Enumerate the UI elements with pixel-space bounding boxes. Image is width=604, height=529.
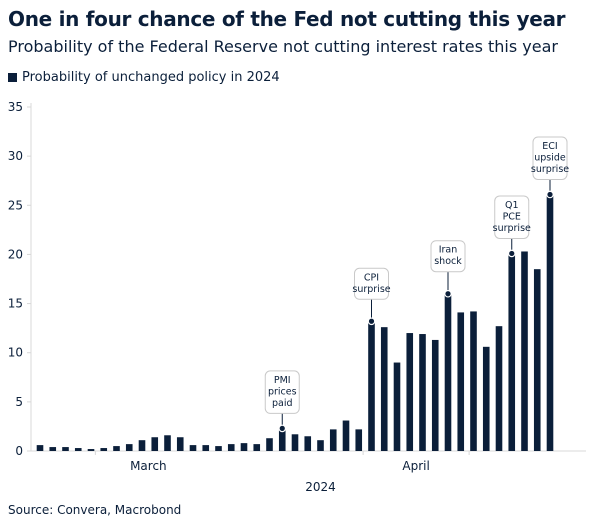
- bar: [482, 346, 490, 451]
- bar: [278, 428, 286, 451]
- annotation-text: surprise: [352, 284, 390, 295]
- bar: [342, 420, 350, 451]
- annotation-text: CPI: [364, 272, 379, 283]
- bar: [457, 312, 465, 451]
- y-tick-label: 35: [8, 100, 23, 114]
- bar: [74, 448, 82, 451]
- bar: [355, 429, 363, 451]
- legend-label: Probability of unchanged policy in 2024: [22, 70, 280, 85]
- annotation-box: [430, 240, 466, 273]
- annotation-marker: [507, 249, 516, 258]
- bar: [100, 448, 108, 451]
- annotation-text: surprise: [531, 164, 569, 175]
- bar: [291, 434, 299, 451]
- annotation-text: PMI: [274, 375, 291, 386]
- bar: [393, 362, 401, 451]
- x-axis-label: 2024: [305, 480, 336, 494]
- annotation-box: [354, 267, 389, 300]
- bar: [87, 449, 95, 451]
- bar: [521, 251, 528, 451]
- bar: [368, 321, 375, 451]
- bar: [240, 443, 248, 451]
- legend: Probability of unchanged policy in 2024: [8, 70, 280, 85]
- bar: [176, 437, 184, 451]
- chart-title: One in four chance of the Fed not cuttin…: [8, 7, 566, 31]
- annotation-box: [532, 136, 568, 180]
- bar: [189, 445, 197, 451]
- bar: [49, 447, 57, 451]
- bar: [546, 194, 554, 451]
- bar: [202, 445, 210, 451]
- bar: [138, 440, 146, 451]
- bar: [215, 446, 222, 451]
- annotation-box: [494, 195, 530, 239]
- annotation-text: Q1: [505, 200, 519, 211]
- bar: [266, 438, 273, 451]
- bar: [304, 436, 312, 451]
- bar: [495, 326, 503, 451]
- annotation-marker: [367, 317, 376, 326]
- bar: [317, 440, 324, 451]
- annotation-marker: [444, 289, 452, 298]
- bar: [151, 437, 159, 451]
- bar: [508, 253, 516, 451]
- chart-subtitle: Probability of the Federal Reserve not c…: [8, 37, 558, 56]
- bar: [62, 447, 69, 451]
- x-tick-label: March: [130, 459, 167, 473]
- annotation-text: Iran: [439, 245, 458, 256]
- bar: [431, 339, 439, 451]
- annotation-text: surprise: [493, 223, 531, 234]
- annotation-text: prices: [268, 386, 297, 397]
- y-tick-label: 25: [8, 198, 23, 212]
- bar: [253, 444, 261, 451]
- bar: [36, 445, 44, 451]
- annotation-text: shock: [434, 256, 462, 267]
- bar: [533, 269, 541, 451]
- y-tick-label: 0: [15, 444, 23, 458]
- annotation-box: [264, 370, 300, 414]
- bar: [164, 435, 171, 451]
- y-tick-label: 10: [8, 346, 23, 360]
- annotation-marker: [278, 424, 287, 433]
- annotation-text: upside: [534, 152, 566, 163]
- bar: [444, 293, 452, 451]
- bar: [113, 446, 120, 451]
- bar: [470, 311, 477, 451]
- annotation-marker: [546, 190, 554, 199]
- annotation-text: PCE: [503, 211, 521, 222]
- x-tick-label: April: [402, 459, 429, 473]
- bar: [125, 444, 133, 451]
- y-tick-label: 30: [8, 149, 23, 163]
- bar: [419, 334, 426, 451]
- annotation-text: paid: [272, 398, 293, 409]
- source-note: Source: Convera, Macrobond: [8, 503, 182, 517]
- legend-swatch: [8, 73, 17, 82]
- annotation-text: ECI: [542, 141, 557, 152]
- y-tick-label: 5: [15, 395, 23, 409]
- annotations: PMIpricespaidCPIsurpriseIranshockQ1PCEsu…: [264, 136, 569, 433]
- bar: [380, 327, 388, 451]
- bar: [329, 429, 337, 451]
- bar: [227, 444, 235, 451]
- axes: 0 5 10 15 20 25 30 35 March April 2024: [8, 100, 586, 494]
- y-tick-label: 20: [8, 247, 23, 261]
- y-tick-label: 15: [8, 297, 23, 311]
- bar: [406, 333, 414, 451]
- bars: [36, 194, 554, 451]
